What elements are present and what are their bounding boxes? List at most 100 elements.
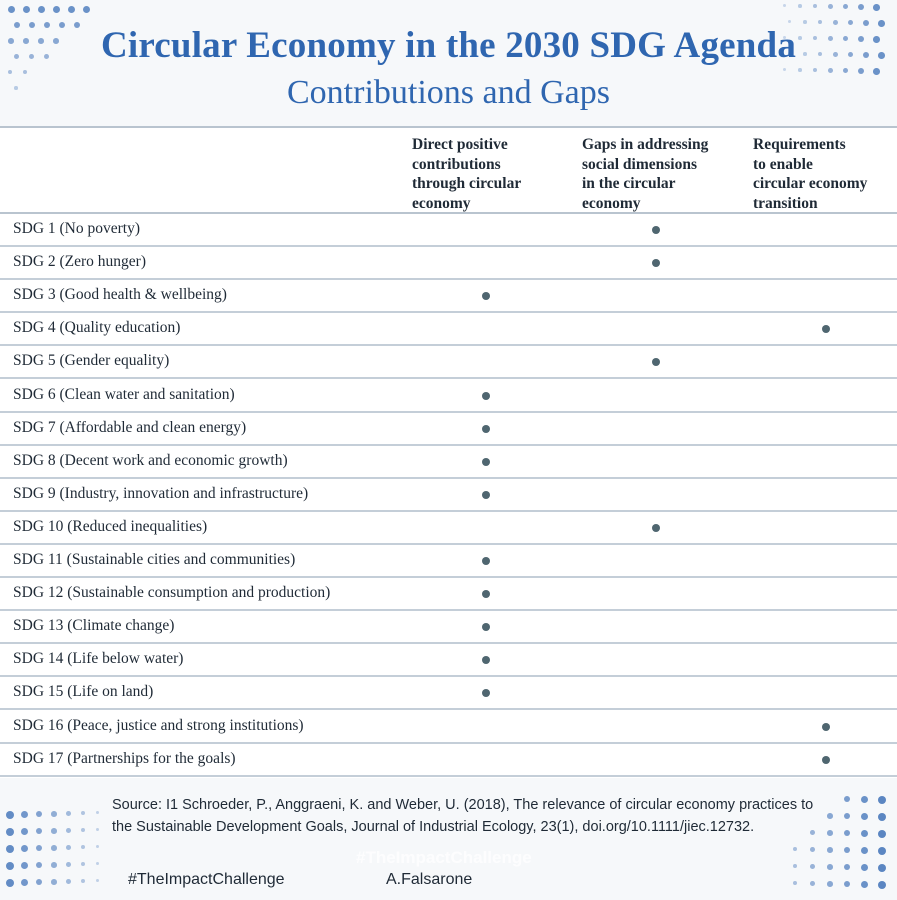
table-row: SDG 14 (Life below water) [0, 644, 897, 678]
dot-icon [68, 6, 75, 13]
bullet-mark-icon [482, 689, 490, 698]
row-label: SDG 6 (Clean water and sanitation) [13, 385, 235, 403]
dot-icon [844, 796, 851, 803]
dot-icon [827, 847, 833, 853]
decorative-dots-bottom-left [0, 805, 120, 900]
row-label: SDG 1 (No poverty) [13, 220, 140, 237]
dot-icon [788, 52, 791, 55]
row-label: SDG 16 (Peace, justice and strong instit… [13, 716, 304, 734]
dot-icon [51, 879, 57, 885]
dot-icon [828, 68, 833, 73]
table-row: SDG 16 (Peace, justice and strong instit… [0, 711, 897, 744]
dot-icon [21, 845, 29, 853]
row-label: SDG 5 (Gender equality) [13, 352, 170, 370]
dot-icon [96, 811, 100, 815]
table-row: SDG 15 (Life on land) [0, 677, 897, 711]
table-row: SDG 2 (Zero hunger) [0, 247, 897, 281]
dot-icon [810, 864, 815, 869]
row-label: SDG 7 (Affordable and clean energy) [13, 418, 247, 436]
dot-icon [878, 52, 885, 59]
bullet-mark-icon [652, 226, 660, 234]
page-title: Circular Economy in the 2030 SDG Agenda [100, 25, 797, 66]
row-label: SDG 15 (Life on land) [13, 683, 154, 701]
column-header-requirements: Requirements to enable circular economy … [753, 136, 868, 212]
dot-icon [36, 811, 43, 818]
dot-icon [81, 862, 85, 866]
bullet-mark-icon [482, 590, 490, 599]
dot-icon [803, 20, 807, 24]
dot-icon [861, 847, 869, 855]
row-label: SDG 14 (Life below water) [13, 650, 184, 668]
dot-icon [14, 54, 19, 59]
dot-icon [827, 881, 833, 887]
dot-icon [96, 828, 100, 832]
dot-icon [6, 845, 14, 853]
table-row: SDG 12 (Sustainable consumption and prod… [0, 578, 897, 612]
dot-icon [863, 20, 869, 26]
dot-icon [21, 862, 29, 870]
dot-icon [38, 38, 44, 44]
dot-icon [29, 22, 36, 29]
row-label: SDG 4 (Quality education) [13, 319, 181, 337]
dot-icon [873, 68, 880, 75]
dot-icon [8, 6, 15, 13]
dot-icon [59, 22, 66, 29]
dot-icon [878, 796, 886, 804]
dot-icon [844, 813, 851, 820]
row-label: SDG 12 (Sustainable consumption and prod… [13, 584, 331, 602]
dot-icon [858, 68, 864, 74]
bullet-mark-icon [822, 755, 830, 764]
dot-icon [843, 4, 849, 10]
dot-icon [873, 36, 880, 43]
bullet-mark-icon [652, 358, 660, 367]
dot-icon [51, 845, 57, 851]
dot-icon [861, 830, 869, 838]
dot-icon [14, 86, 18, 90]
dot-icon [21, 879, 29, 887]
dot-icon [53, 38, 59, 44]
dot-icon [21, 811, 29, 819]
dot-icon [29, 54, 34, 59]
dot-icon [878, 881, 886, 889]
dot-icon [74, 22, 81, 29]
bullet-mark-icon [822, 722, 830, 731]
bullet-mark-icon [482, 391, 490, 400]
dot-icon [96, 862, 100, 866]
row-label: SDG 3 (Good health & wellbeing) [13, 286, 227, 304]
dot-icon [6, 828, 14, 836]
bullet-mark-icon [652, 259, 660, 268]
dot-icon [828, 36, 833, 41]
dot-icon [833, 20, 838, 25]
dot-icon [793, 864, 797, 868]
bullet-mark-icon [482, 490, 490, 499]
bullet-mark-icon [482, 292, 490, 301]
dot-icon [858, 4, 864, 10]
dot-icon [23, 70, 28, 75]
dot-icon [878, 830, 886, 838]
dot-icon [848, 52, 854, 58]
page-subtitle: Contributions and Gaps [287, 74, 610, 111]
dot-icon [783, 36, 786, 39]
table-row: SDG 5 (Gender equality) [0, 346, 897, 380]
dot-icon [51, 862, 57, 868]
dot-icon [53, 6, 60, 13]
dot-icon [861, 881, 869, 889]
dot-icon [36, 879, 43, 886]
dot-icon [843, 36, 849, 42]
dot-icon [81, 811, 85, 815]
bullet-mark-icon [482, 424, 490, 433]
table-header-row: Direct positive contributions through ci… [0, 126, 897, 214]
dot-icon [66, 845, 71, 850]
dot-icon [51, 828, 57, 834]
dot-icon [66, 862, 71, 867]
row-label: SDG 10 (Reduced inequalities) [13, 517, 208, 535]
dot-icon [818, 20, 823, 25]
dot-icon [8, 38, 14, 44]
dot-icon [813, 68, 818, 73]
decorative-dots-bottom-right [787, 790, 897, 900]
table-row: SDG 17 (Partnerships for the goals) [0, 744, 897, 777]
watermark-text: #TheImpactChallenge [356, 848, 532, 867]
dot-icon [844, 847, 851, 854]
dot-icon [861, 796, 869, 804]
table-row: SDG 13 (Climate change) [0, 611, 897, 645]
